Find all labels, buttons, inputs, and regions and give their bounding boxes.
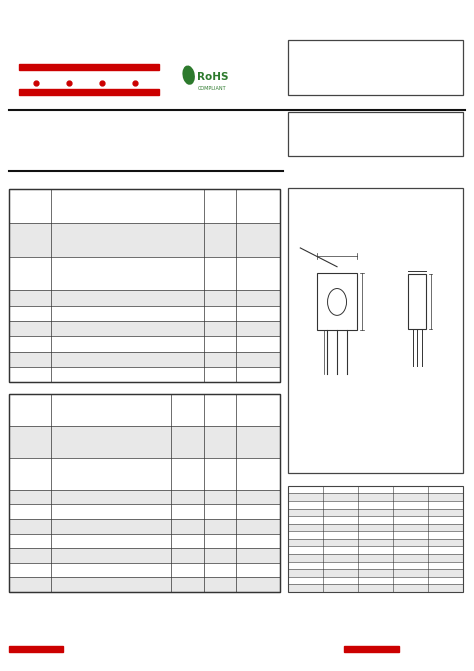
Bar [9, 577, 280, 592]
Bar [288, 493, 463, 501]
Bar [9, 352, 280, 367]
Bar [288, 523, 463, 531]
Bar [19, 64, 159, 70]
Ellipse shape [182, 66, 195, 85]
Bar [408, 274, 426, 329]
Bar [19, 89, 159, 95]
Bar [288, 40, 463, 95]
Bar [9, 189, 280, 382]
Bar [317, 274, 357, 330]
Bar [9, 426, 280, 458]
Text: COMPLIANT: COMPLIANT [198, 86, 227, 91]
Bar [9, 548, 280, 563]
Bar [288, 486, 463, 592]
Bar [9, 189, 280, 382]
Bar [9, 223, 280, 257]
Bar [288, 584, 463, 592]
Bar [288, 569, 463, 576]
Bar [9, 394, 280, 592]
Bar [9, 394, 280, 592]
Bar [288, 509, 463, 516]
Bar [9, 291, 280, 306]
Bar [9, 646, 63, 652]
Bar [9, 321, 280, 336]
Bar [344, 646, 399, 652]
Bar [288, 554, 463, 562]
Bar [288, 112, 463, 156]
Bar [288, 188, 463, 473]
Bar [9, 490, 280, 505]
Bar [9, 519, 280, 533]
Bar [288, 539, 463, 546]
Text: RoHS: RoHS [197, 72, 228, 82]
